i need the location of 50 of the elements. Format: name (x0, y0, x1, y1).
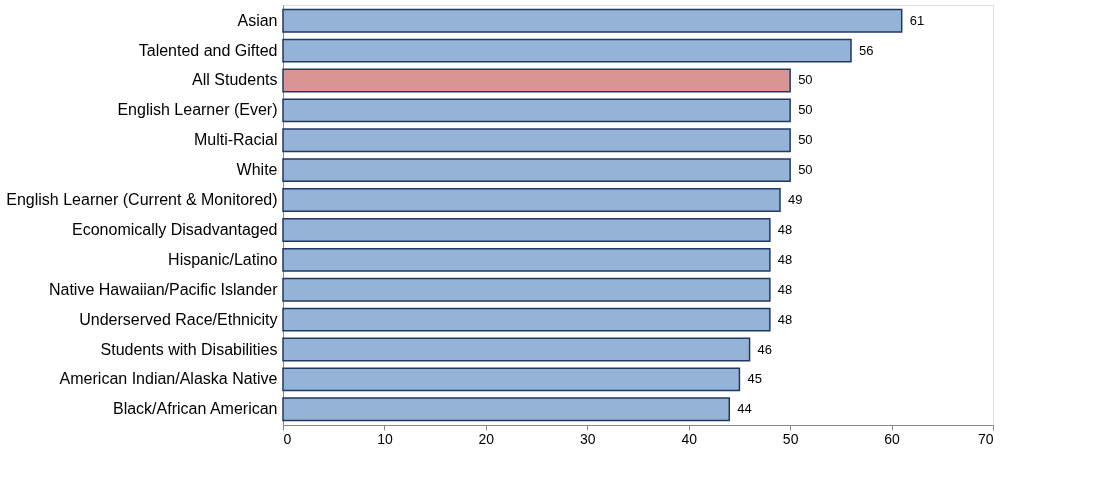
x-tick-label: 40 (681, 430, 698, 447)
x-tick-label: 30 (580, 430, 596, 447)
bar (282, 8, 903, 33)
bar (282, 307, 771, 332)
bar (282, 367, 741, 392)
x-tick-label: 20 (478, 430, 495, 447)
bar (282, 128, 791, 153)
y-tick-label: English Learner (Ever) (117, 101, 278, 119)
y-tick-label: Students with Disabilities (100, 340, 278, 358)
bar (282, 397, 731, 422)
bar (282, 337, 751, 362)
x-tick-label: 10 (377, 430, 393, 447)
y-tick-label: White (236, 161, 278, 179)
y-tick-label: American Indian/Alaska Native (59, 370, 278, 388)
y-tick-label: Economically Disadvantaged (72, 220, 278, 238)
x-tick-label: 60 (884, 430, 901, 447)
data-label: 46 (757, 341, 773, 357)
data-label: 50 (798, 162, 813, 178)
x-tick-label: 0 (283, 430, 292, 447)
y-tick-label: Multi-Racial (193, 131, 278, 149)
y-tick-label: Hispanic/Latino (168, 250, 278, 268)
y-tick-label: English Learner (Current & Monitored) (6, 191, 278, 209)
bar (282, 217, 771, 242)
x-tick-label: 50 (782, 430, 799, 447)
y-tick-label: Native Hawaiian/Pacific Islander (48, 280, 279, 298)
y-tick-label: All Students (192, 71, 278, 89)
bar (282, 158, 791, 183)
data-label: 48 (777, 311, 793, 327)
data-label: 44 (737, 401, 752, 417)
data-label: 48 (777, 281, 793, 297)
data-label: 50 (798, 102, 813, 118)
data-label: 61 (909, 12, 925, 28)
bar (282, 38, 852, 63)
bar (282, 277, 771, 302)
y-tick-label: Underserved Race/Ethnicity (79, 310, 278, 328)
bar (282, 68, 791, 93)
y-tick-label: Black/African American (112, 400, 278, 418)
data-label: 56 (859, 42, 874, 58)
bar (282, 247, 771, 272)
y-tick-label: Talented and Gifted (138, 41, 278, 59)
bar (282, 188, 781, 213)
data-label: 48 (777, 251, 793, 267)
bar (282, 98, 791, 123)
data-label: 50 (798, 132, 813, 148)
data-label: 49 (788, 192, 803, 208)
x-tick-label: 70 (977, 430, 994, 447)
data-label: 48 (777, 221, 793, 237)
data-label: 50 (798, 72, 813, 88)
data-label: 45 (747, 371, 762, 387)
y-tick-label: Asian (237, 11, 278, 29)
